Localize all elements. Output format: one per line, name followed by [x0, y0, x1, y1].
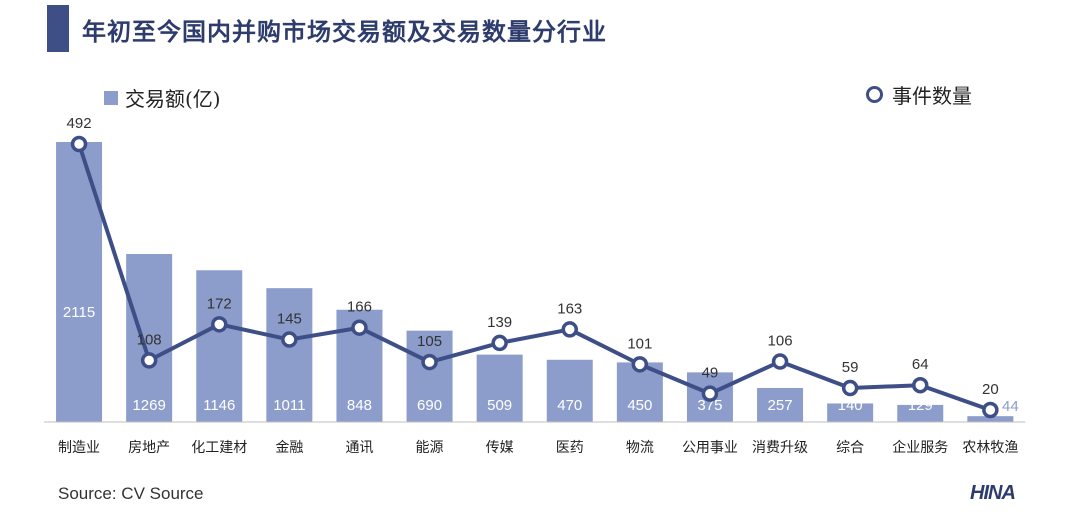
line-value-label-13: 64	[912, 356, 929, 373]
china-logo: HINA	[970, 482, 1016, 505]
event-count-line	[77, 143, 992, 412]
bar-12	[827, 403, 874, 422]
legend-bar-entry: 交易额(亿)	[104, 83, 221, 112]
line-value-label-14: 20	[982, 381, 999, 398]
line-point-2	[140, 352, 158, 369]
bar-value-label-6: 690	[417, 397, 442, 414]
bar-value-label-8: 470	[557, 397, 582, 414]
bar-value-label-3: 1146	[203, 397, 235, 414]
category-label-11: 消费升级	[752, 440, 808, 456]
category-label-1: 制造业	[58, 440, 100, 456]
logo-text: HINA	[970, 482, 1016, 504]
source-note: Source: CV Source	[58, 484, 204, 503]
chart-title: 年初至今国内并购市场交易额及交易数量分行业	[82, 17, 607, 46]
legend-line-entry: 事件数量	[866, 80, 972, 109]
line-point-3	[211, 316, 228, 333]
line-value-label-7: 139	[487, 314, 512, 331]
bar-7	[476, 354, 523, 422]
bar-1	[56, 142, 103, 422]
bar-value-label-9: 450	[627, 397, 652, 414]
line-value-label-2: 108	[137, 331, 162, 348]
line-value-label-6: 105	[417, 333, 442, 350]
legend-line-label: 事件数量	[892, 84, 972, 108]
bar-6	[406, 330, 453, 422]
category-label-2: 房地产	[128, 440, 170, 456]
bar-value-label-7: 509	[487, 397, 512, 414]
bar-value-label-5: 848	[347, 397, 372, 414]
category-label-10: 公用事业	[682, 440, 738, 456]
line-value-label-10: 49	[702, 365, 719, 382]
line-point-12	[841, 379, 859, 397]
bar-value-label-2: 1269	[132, 397, 165, 414]
line-point-1	[70, 135, 88, 153]
bar-3	[196, 270, 243, 422]
category-label-9: 物流	[626, 440, 654, 456]
line-point-7	[491, 334, 508, 352]
category-label-5: 通讯	[345, 440, 373, 456]
line-point-5	[351, 319, 368, 336]
legend-line-marker	[866, 86, 883, 103]
category-label-13: 企业服务	[892, 439, 948, 456]
category-label-6: 能源	[416, 440, 444, 456]
line-value-label-11: 106	[768, 333, 793, 350]
line-point-8	[561, 321, 578, 338]
bar-value-label-11: 257	[768, 397, 793, 414]
line-value-label-9: 101	[627, 335, 652, 352]
category-label-7: 传媒	[486, 440, 514, 456]
line-point-9	[631, 356, 649, 373]
bar-4	[266, 288, 313, 422]
bar-value-label-14: 44	[1002, 398, 1019, 415]
category-label-14: 农林牧渔	[962, 440, 1018, 456]
line-point-11	[771, 353, 789, 370]
category-label-4: 金融	[275, 440, 303, 456]
line-value-label-12: 59	[842, 359, 859, 376]
legend-bar-swatch	[104, 90, 118, 105]
title-accent-bar	[47, 5, 69, 52]
bar-2	[126, 254, 173, 422]
legend-bar-label: 交易额(亿)	[125, 87, 221, 111]
bar-11	[757, 387, 804, 422]
line-point-10	[701, 385, 719, 402]
line-point-4	[281, 331, 298, 348]
line-value-label-4: 145	[277, 311, 302, 328]
bar-14	[967, 416, 1014, 422]
line-value-label-5: 166	[347, 299, 372, 316]
line-value-label-1: 492	[67, 115, 92, 132]
bar-value-label-12: 140	[838, 397, 863, 414]
line-value-label-8: 163	[557, 300, 582, 317]
category-label-3: 化工建材	[191, 440, 247, 456]
bar-value-label-10: 375	[697, 397, 722, 414]
line-point-6	[421, 353, 438, 371]
line-point-14	[982, 401, 999, 419]
line-value-label-3: 172	[207, 295, 232, 312]
bar-value-label-1: 2115	[63, 304, 95, 321]
category-label-12: 综合	[836, 440, 864, 456]
category-label-8: 医药	[556, 440, 584, 456]
bar-value-label-4: 1011	[273, 397, 305, 414]
bar-8	[546, 359, 593, 422]
bar-value-label-13: 129	[908, 397, 933, 414]
bar-13	[897, 404, 944, 422]
line-point-13	[912, 376, 929, 394]
